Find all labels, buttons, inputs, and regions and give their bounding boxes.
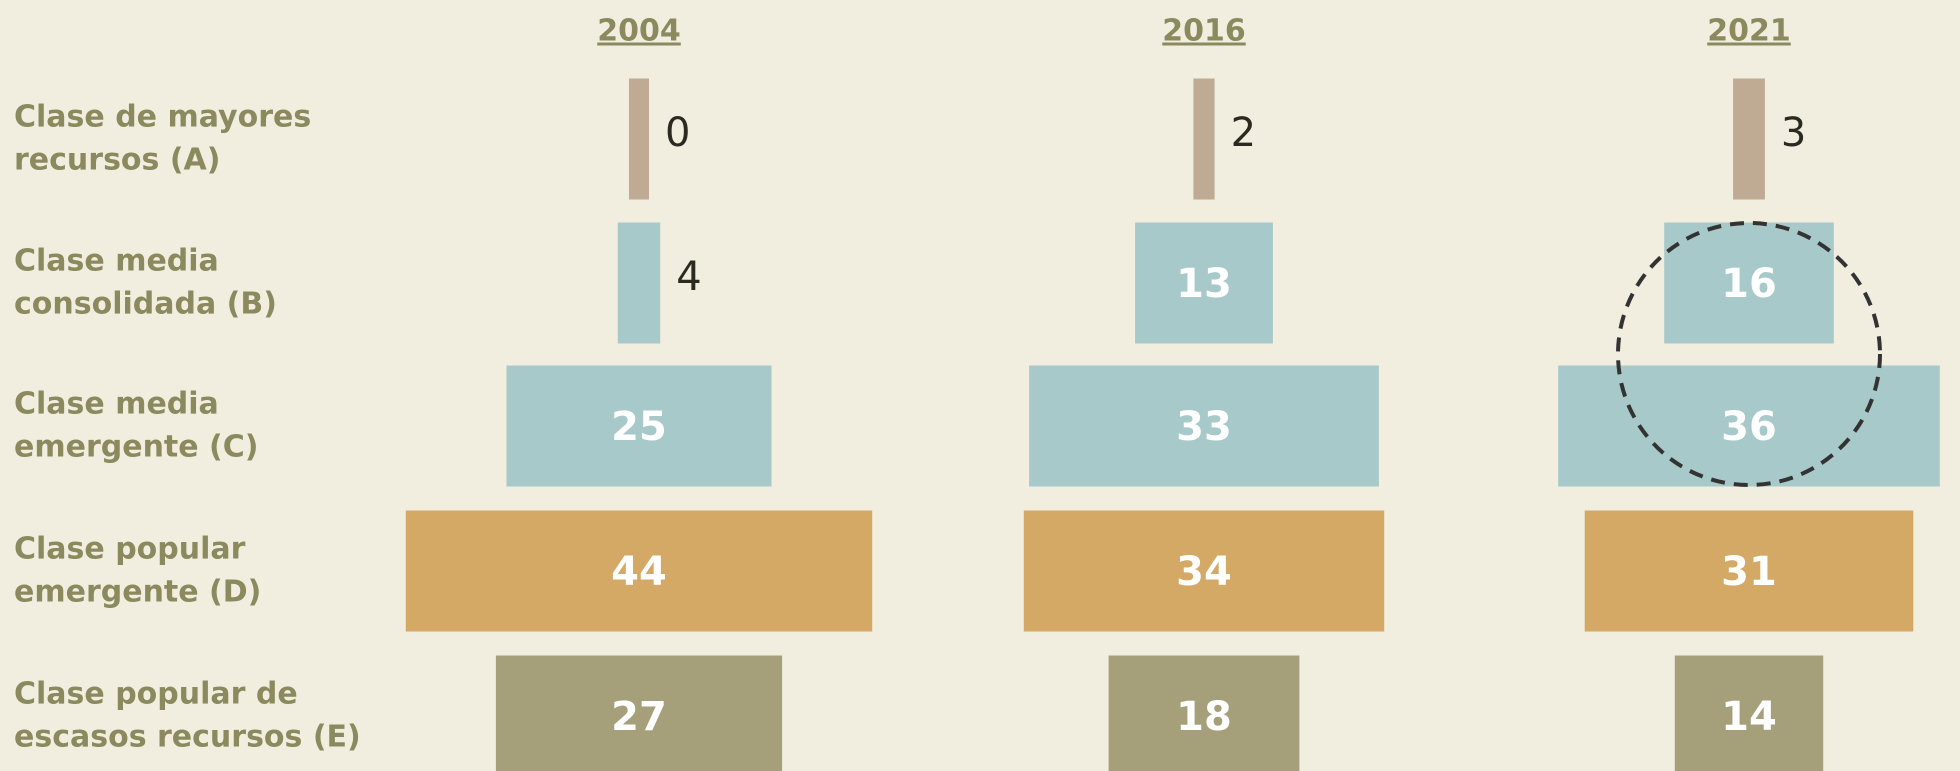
bar	[1135, 222, 1273, 344]
bar	[1674, 655, 1824, 771]
bar	[1584, 510, 1914, 632]
category-label: escasos recursos (E)	[14, 720, 361, 755]
category-label: Clase popular de	[14, 677, 298, 712]
highlight-circle	[1616, 221, 1882, 487]
category-label: consolidada (B)	[14, 287, 277, 322]
category-label: Clase de mayores	[14, 100, 311, 135]
bar	[1023, 510, 1385, 632]
bar	[629, 78, 649, 200]
value-label: 27	[611, 694, 667, 740]
value-label: 14	[1721, 694, 1777, 740]
value-label: 25	[611, 404, 667, 450]
category-label: recursos (A)	[14, 143, 220, 178]
year-header: 2004	[597, 14, 681, 49]
value-label: 4	[676, 254, 701, 300]
value-label: 33	[1176, 404, 1232, 450]
bar	[1193, 78, 1215, 200]
category-label: Clase media	[14, 244, 219, 279]
bar	[617, 222, 661, 344]
value-label: 0	[665, 110, 690, 156]
value-label: 13	[1176, 261, 1232, 307]
year-header: 2016	[1162, 14, 1246, 49]
value-label: 16	[1721, 261, 1777, 307]
category-label: emergente (C)	[14, 430, 259, 465]
bar	[506, 365, 772, 487]
bar	[1108, 655, 1300, 771]
category-label: Clase media	[14, 387, 219, 422]
category-label: emergente (D)	[14, 575, 261, 610]
bar	[495, 655, 783, 771]
category-label: Clase popular	[14, 532, 246, 567]
value-label: 36	[1721, 404, 1777, 450]
value-label: 44	[611, 549, 667, 595]
value-label: 3	[1781, 110, 1806, 156]
bar	[1664, 222, 1834, 344]
value-label: 34	[1176, 549, 1232, 595]
bar	[1733, 78, 1765, 200]
bar	[1029, 365, 1379, 487]
value-label: 18	[1176, 694, 1232, 740]
value-label: 31	[1721, 549, 1777, 595]
bar	[405, 510, 873, 632]
value-label: 2	[1231, 110, 1256, 156]
year-header: 2021	[1707, 14, 1791, 49]
